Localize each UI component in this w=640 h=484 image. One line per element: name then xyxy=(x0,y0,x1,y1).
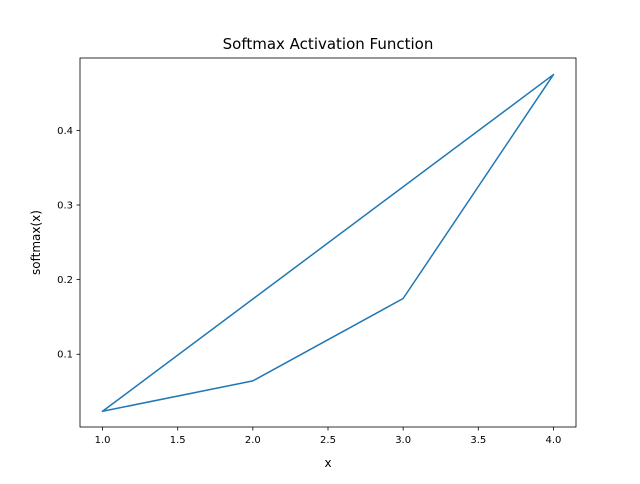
softmax-series-line xyxy=(101,73,555,413)
chart-title: Softmax Activation Function xyxy=(223,35,434,53)
x-tick-label: 1.0 xyxy=(95,435,111,446)
x-tick-label: 2.0 xyxy=(245,435,261,446)
x-axis-label: x xyxy=(324,456,331,470)
y-tick-label: 0.4 xyxy=(57,126,73,137)
y-axis-ticks: 0.1 0.2 0.3 0.4 xyxy=(57,126,80,361)
x-tick-label: 2.5 xyxy=(320,435,336,446)
y-axis-label: softmax(x) xyxy=(29,210,43,275)
x-tick-label: 3.0 xyxy=(395,435,411,446)
y-tick-label: 0.3 xyxy=(57,201,73,212)
plot-frame xyxy=(79,57,577,428)
x-axis-ticks: 1.0 1.5 2.0 2.5 3.0 3.5 4.0 xyxy=(95,427,562,446)
y-tick-label: 0.2 xyxy=(57,275,73,286)
x-tick-label: 3.5 xyxy=(470,435,486,446)
y-tick-label: 0.1 xyxy=(57,350,73,361)
x-tick-label: 1.5 xyxy=(170,435,186,446)
series-group xyxy=(101,73,555,413)
x-tick-label: 4.0 xyxy=(546,435,562,446)
